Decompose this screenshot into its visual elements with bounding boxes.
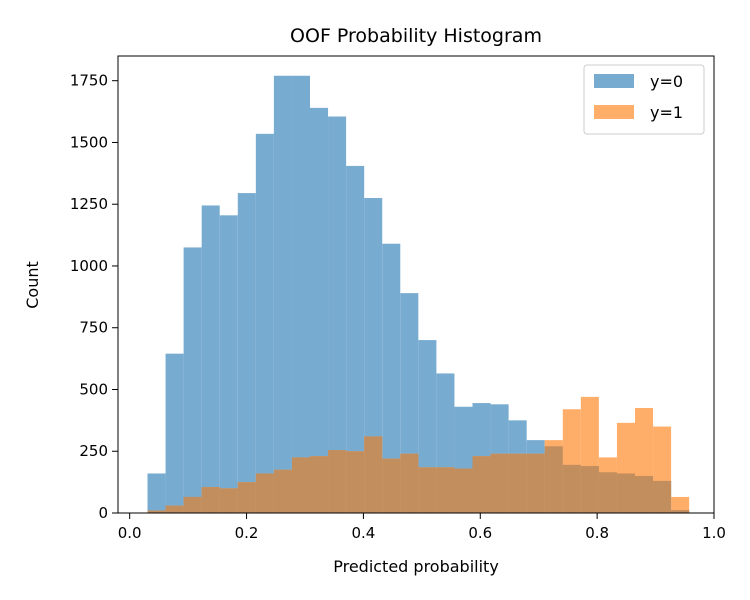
bar-overlap-bin-28 [653,480,672,513]
bar-y0-bin-3 [201,205,220,513]
bar-y0-bin-9 [310,107,329,514]
x-tick-label: 0.4 [351,524,375,542]
x-tick-label: 1.0 [702,524,726,542]
x-tick-label: 0.6 [468,524,492,542]
y-axis: 0 250 500 750 1000 1250 1500 1750 [70,72,118,522]
bar-y0-bin-4 [219,215,238,513]
y-tick-label: 1500 [70,133,108,151]
bars-overlap [147,436,690,513]
legend-swatch-y0 [594,74,634,88]
bar-overlap-bin-8 [291,457,311,513]
bar-y0-bin-12 [364,198,383,514]
bar-y0-bin-1 [165,353,184,513]
bar-y0-bin-8 [291,75,311,514]
y-axis-label: Count [23,261,42,309]
bar-overlap-bin-22 [544,446,563,513]
bar-overlap-bin-5 [237,482,256,513]
bar-overlap-bin-12 [364,436,383,513]
bar-overlap-bin-14 [400,453,419,513]
bar-overlap-bin-3 [201,487,220,513]
y-tick-label: 1750 [70,72,108,90]
y-tick-label: 1000 [70,257,108,275]
bar-y0-bin-13 [382,243,401,513]
bar-overlap-bin-20 [508,453,527,513]
bar-overlap-bin-1 [165,505,184,513]
bar-overlap-bin-0 [147,510,166,513]
bar-overlap-bin-18 [472,456,491,513]
bar-overlap-bin-7 [273,469,292,513]
bar-overlap-bin-15 [418,467,437,513]
bar-overlap-bin-4 [219,488,238,513]
bar-overlap-bin-17 [454,468,473,513]
bar-y0-bin-6 [255,133,274,513]
bar-y0-bin-0 [147,473,166,513]
bars-series-y0 [147,75,690,514]
bar-overlap-bin-21 [526,453,545,513]
y-tick-label: 1250 [70,195,108,213]
y-tick-label: 0 [98,504,108,522]
bar-y0-bin-2 [183,247,202,513]
x-axis: 0.0 0.2 0.4 0.6 0.8 1.0 [118,513,726,542]
bar-y1-bin-29 [671,496,690,513]
bar-overlap-bin-2 [183,496,202,513]
legend-swatch-y1 [594,105,634,119]
legend: y=0 y=1 [583,64,705,135]
plot-frame [117,55,715,514]
bar-y0-bin-10 [328,116,347,514]
bar-overlap-bin-13 [382,458,401,513]
x-tick-label: 0.2 [235,524,259,542]
bar-overlap-bin-16 [436,467,455,513]
bar-overlap-bin-11 [346,451,365,513]
bar-y0-bin-7 [273,75,292,514]
bar-overlap-bin-29 [671,510,690,513]
x-tick-label: 0.8 [585,524,609,542]
bar-overlap-bin-26 [616,473,636,513]
bar-overlap-bin-23 [562,464,581,513]
y-tick-label: 500 [79,380,108,398]
bar-overlap-bin-25 [598,472,617,513]
bar-y0-bin-11 [346,165,365,513]
bar-overlap-bin-27 [635,475,654,513]
bar-y0-bin-5 [237,193,256,513]
x-tick-label: 0.0 [118,524,142,542]
x-axis-label: Predicted probability [333,557,499,576]
bar-overlap-bin-10 [328,450,347,513]
bar-overlap-bin-19 [490,453,509,513]
legend-label-y0: y=0 [650,72,683,91]
chart-title: OOF Probability Histogram [290,25,542,47]
y-tick-label: 250 [79,442,108,460]
bar-overlap-bin-9 [310,456,329,513]
bar-overlap-bin-6 [255,473,274,513]
bar-overlap-bin-24 [580,466,599,513]
y-tick-label: 750 [79,319,108,337]
legend-label-y1: y=1 [650,103,683,122]
